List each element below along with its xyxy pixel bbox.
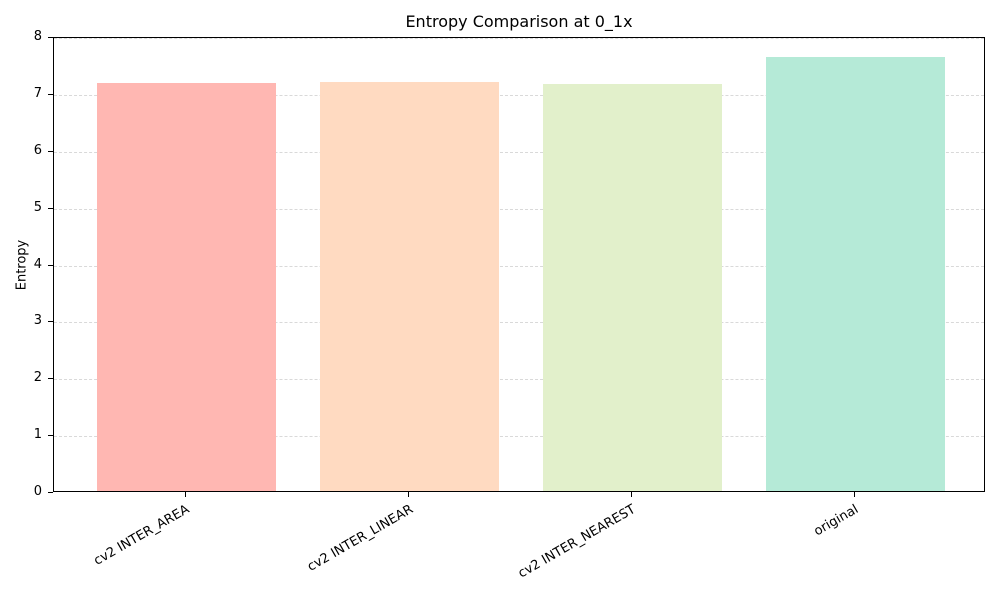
bar-cv2-inter-nearest — [542, 84, 722, 491]
y-tick-label: 2 — [33, 370, 42, 386]
gridline — [54, 38, 984, 39]
y-tick-mark — [48, 321, 53, 323]
x-tick-mark — [854, 492, 855, 497]
x-tick-label: cv2 INTER_AREA — [91, 502, 193, 569]
y-tick-mark — [48, 264, 53, 266]
y-tick-mark — [48, 492, 53, 493]
y-tick-mark — [48, 207, 53, 209]
gridline — [54, 265, 984, 267]
y-tick-mark — [48, 37, 53, 38]
gridline — [54, 436, 984, 438]
gridline — [54, 208, 984, 210]
x-tick-label: cv2 INTER_NEAREST — [516, 502, 639, 582]
bar-original — [765, 57, 945, 491]
chart-title: Entropy Comparison at 0_1x — [405, 12, 633, 31]
y-tick-label: 8 — [33, 29, 42, 44]
y-tick-mark — [48, 150, 53, 152]
y-tick-label: 0 — [33, 484, 42, 499]
y-axis-label: Entropy — [14, 239, 30, 291]
plot-area — [53, 37, 985, 492]
y-tick-label: 7 — [33, 85, 42, 101]
y-tick-label: 4 — [33, 256, 42, 272]
y-tick-mark — [48, 435, 53, 437]
x-tick-label: original — [811, 502, 862, 540]
x-tick-label: cv2 INTER_LINEAR — [304, 502, 416, 575]
y-tick-mark — [48, 93, 53, 95]
bar-cv2-inter-area — [96, 83, 276, 491]
gridline — [54, 379, 984, 381]
y-tick-label: 6 — [33, 142, 42, 158]
x-tick-mark — [408, 492, 409, 497]
x-tick-mark — [631, 492, 632, 497]
y-tick-mark — [48, 378, 53, 380]
y-tick-label: 1 — [33, 427, 42, 443]
gridline — [54, 151, 984, 153]
gridline — [54, 94, 984, 96]
bar-cv2-inter-linear — [319, 82, 499, 491]
y-tick-label: 5 — [33, 199, 42, 215]
x-tick-mark — [185, 492, 186, 497]
gridline — [54, 322, 984, 324]
y-tick-label: 3 — [33, 313, 42, 329]
